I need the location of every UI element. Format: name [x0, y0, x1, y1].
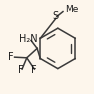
Text: F: F [8, 52, 14, 62]
Text: F: F [31, 65, 36, 75]
Text: H₂N: H₂N [19, 34, 38, 44]
Text: Me: Me [65, 5, 79, 14]
Text: S: S [53, 11, 59, 21]
Text: F: F [18, 65, 24, 75]
